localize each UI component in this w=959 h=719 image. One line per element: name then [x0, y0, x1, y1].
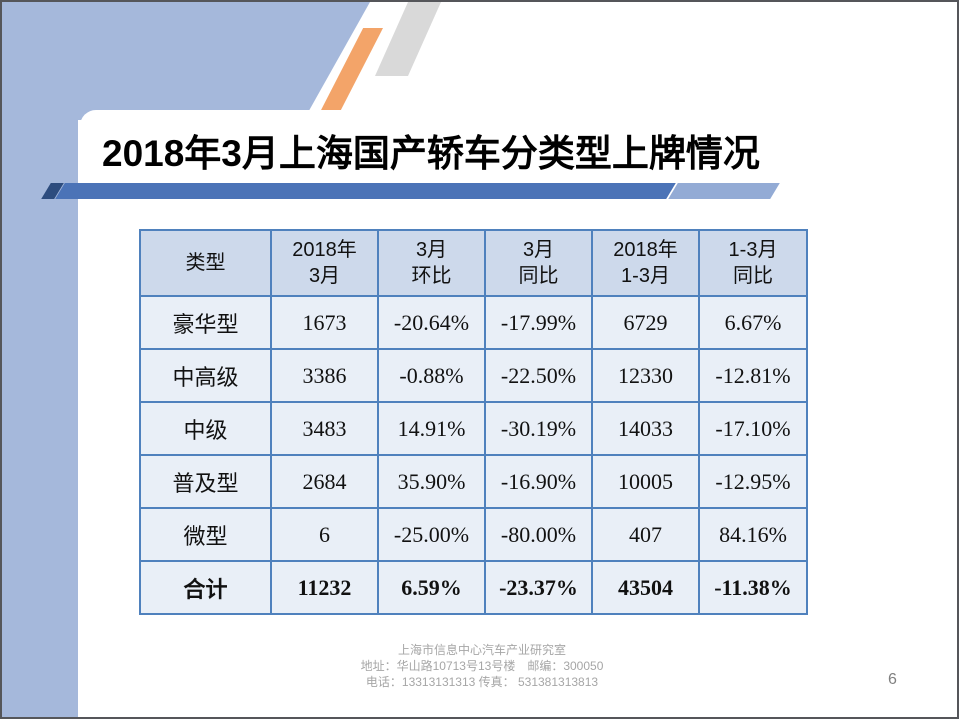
- row-label-cell: 微型: [139, 507, 272, 562]
- table-cell: 84.16%: [698, 507, 808, 562]
- table-cell: -30.19%: [484, 401, 593, 456]
- table-cell: 35.90%: [377, 454, 486, 509]
- table-cell: -0.88%: [377, 348, 486, 403]
- header-cell-march: 2018年 3月: [270, 229, 379, 297]
- table-cell: -17.99%: [484, 295, 593, 350]
- table-cell: 6729: [591, 295, 700, 350]
- footer-org-line: 上海市信息中心汽车产业研究室: [397, 643, 566, 657]
- table-cell: 6.67%: [698, 295, 808, 350]
- row-label-cell: 普及型: [139, 454, 272, 509]
- footer-address-line: 地址：华山路10713号13号楼 邮编：300050: [360, 659, 604, 673]
- table-cell: 11232: [270, 560, 379, 615]
- table-cell: -17.10%: [698, 401, 808, 456]
- header-cell-type: 类型: [139, 229, 272, 297]
- table-row: 豪华型 1673 -20.64% -17.99% 6729 6.67%: [139, 295, 808, 350]
- table-cell: 14.91%: [377, 401, 486, 456]
- table-cell: 407: [591, 507, 700, 562]
- table-cell: -12.95%: [698, 454, 808, 509]
- footer: 上海市信息中心汽车产业研究室 地址：华山路10713号13号楼 邮编：30005…: [300, 642, 664, 690]
- table-cell: 3386: [270, 348, 379, 403]
- header-cell-mom: 3月 环比: [377, 229, 486, 297]
- table-cell: -16.90%: [484, 454, 593, 509]
- row-label-cell: 中高级: [139, 348, 272, 403]
- title-bar-main: [55, 183, 676, 199]
- gray-diagonal-stripe: [375, 2, 441, 76]
- table-row: 中级 3483 14.91% -30.19% 14033 -17.10%: [139, 401, 808, 456]
- table-cell: -25.00%: [377, 507, 486, 562]
- page-title: 2018年3月上海国产轿车分类型上牌情况: [102, 133, 760, 174]
- table-cell: -80.00%: [484, 507, 593, 562]
- table-cell: 6.59%: [377, 560, 486, 615]
- top-blue-polygon-shape: [2, 2, 370, 120]
- table-row: 合计 11232 6.59% -23.37% 43504 -11.38%: [139, 560, 808, 615]
- row-label-cell: 中级: [139, 401, 272, 456]
- table-cell: -12.81%: [698, 348, 808, 403]
- header-cell-yoy: 3月 同比: [484, 229, 593, 297]
- row-label-cell: 豪华型: [139, 295, 272, 350]
- footer-phone-line: 电话：13313131313 传真： 531381313813: [365, 675, 599, 689]
- left-blue-column-shape: [2, 2, 78, 717]
- table-cell: 2684: [270, 454, 379, 509]
- table-cell: 10005: [591, 454, 700, 509]
- table-row: 微型 6 -25.00% -80.00% 407 84.16%: [139, 507, 808, 562]
- table-cell: 43504: [591, 560, 700, 615]
- registration-table: 类型 2018年 3月 3月 环比 3月 同比 2018年 1-3月 1-3月 …: [139, 229, 808, 615]
- title-bar-light-end: [668, 183, 780, 199]
- header-cell-q1: 2018年 1-3月: [591, 229, 700, 297]
- table-cell: 3483: [270, 401, 379, 456]
- table-cell: -23.37%: [484, 560, 593, 615]
- row-label-cell: 合计: [139, 560, 272, 615]
- table-body: 豪华型 1673 -20.64% -17.99% 6729 6.67% 中高级 3386…: [139, 295, 808, 615]
- table-cell: 12330: [591, 348, 700, 403]
- table-cell: -20.64%: [377, 295, 486, 350]
- table-cell: 1673: [270, 295, 379, 350]
- table-row: 中高级 3386 -0.88% -22.50% 12330 -12.81%: [139, 348, 808, 403]
- table-cell: 14033: [591, 401, 700, 456]
- page-number: 6: [888, 671, 897, 688]
- table-row: 普及型 2684 35.90% -16.90% 10005 -12.95%: [139, 454, 808, 509]
- table-cell: -11.38%: [698, 560, 808, 615]
- table-header-row: 类型 2018年 3月 3月 环比 3月 同比 2018年 1-3月 1-3月 …: [139, 229, 808, 297]
- header-cell-q1-yoy: 1-3月 同比: [698, 229, 808, 297]
- table-cell: 6: [270, 507, 379, 562]
- table-cell: -22.50%: [484, 348, 593, 403]
